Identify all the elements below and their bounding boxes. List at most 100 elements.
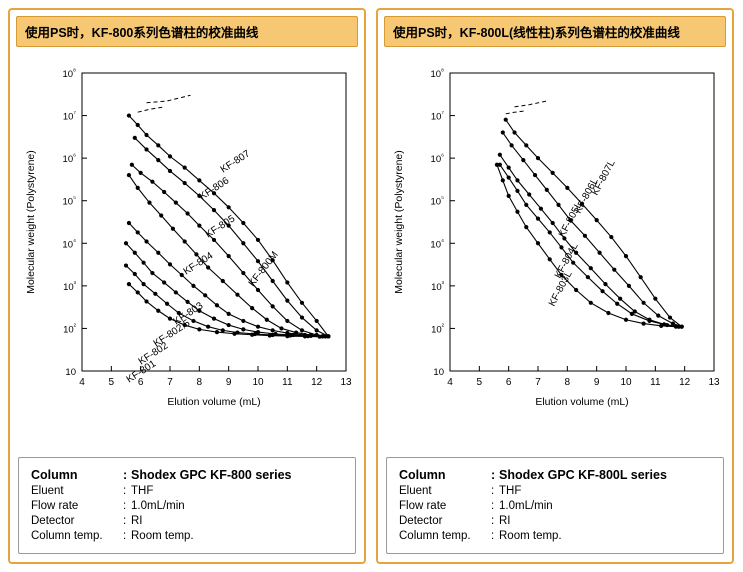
data-point	[524, 143, 529, 148]
info-value: RI	[499, 514, 511, 527]
data-point	[623, 317, 629, 322]
y-tick-label: 10³	[431, 281, 445, 293]
x-tick-label: 11	[650, 377, 661, 388]
data-point	[512, 130, 517, 135]
x-tick-label: 6	[506, 377, 512, 388]
data-point	[550, 220, 555, 226]
data-point	[509, 143, 514, 148]
data-point	[497, 162, 502, 167]
y-tick-label: 10⁴	[62, 238, 76, 250]
data-point	[667, 315, 673, 320]
info-row: Eluent: THF	[399, 483, 667, 498]
data-point	[656, 313, 661, 318]
data-point	[235, 292, 240, 297]
series-KF-805	[129, 162, 331, 339]
series-line	[505, 119, 683, 328]
data-point	[126, 281, 132, 287]
data-point	[135, 290, 140, 295]
chart-kf800l: 4 5 6 7 8 9 10 11 12 13 10 10² 10³ 10⁴ 10⁵ 10⁶ 10⁷ 10⁸ Elu…	[384, 53, 726, 433]
data-point	[250, 306, 255, 311]
data-point	[603, 281, 608, 287]
series-label-KF-803L: KF-803L	[547, 269, 575, 308]
data-point	[641, 300, 646, 305]
data-point	[144, 147, 149, 152]
data-point	[314, 328, 319, 333]
y-tick-label: 10⁵	[431, 196, 445, 208]
data-point	[285, 318, 290, 324]
data-point	[241, 241, 246, 246]
data-point	[138, 170, 143, 176]
data-point	[191, 283, 196, 288]
x-tick-label: 10	[620, 377, 632, 388]
x-tick-label: 7	[535, 377, 541, 388]
x-tick-label: 13	[708, 377, 720, 388]
info-key: Detector	[399, 514, 443, 527]
data-point	[226, 322, 231, 328]
data-point	[185, 299, 190, 304]
x-tick-label: 8	[197, 377, 203, 388]
data-point	[170, 226, 176, 231]
y-axis-label: Molecular weight (Polystyrene)	[25, 150, 37, 294]
data-point	[623, 254, 629, 259]
info-row: Column temp.: Room temp.	[399, 528, 667, 543]
data-point	[515, 209, 520, 214]
data-point	[659, 323, 664, 328]
data-point	[641, 321, 646, 326]
data-point	[135, 185, 140, 190]
info-box-kf800: Column: Shodex GPC KF-800 series Eluent: TH…	[18, 457, 356, 554]
data-point	[574, 287, 579, 293]
data-point	[270, 304, 275, 309]
data-point	[167, 262, 173, 267]
data-point	[285, 298, 290, 303]
data-point	[500, 178, 505, 183]
info-colon: :	[123, 514, 127, 527]
data-point	[135, 230, 140, 235]
data-point	[515, 188, 520, 194]
info-colon: :	[491, 467, 496, 482]
data-point	[547, 230, 552, 235]
data-point	[647, 318, 652, 324]
data-point	[167, 168, 173, 174]
y-tick-exponent: ⁵	[73, 196, 76, 203]
info-key: Column	[31, 467, 78, 482]
data-point	[255, 237, 261, 243]
data-point	[197, 223, 202, 228]
data-point	[220, 278, 225, 284]
data-point	[299, 300, 305, 305]
data-point	[317, 334, 322, 339]
data-point	[618, 296, 623, 301]
y-tick-label: 10²	[63, 323, 77, 335]
info-table-kf800: Column: Shodex GPC KF-800 series Eluent: TH…	[31, 466, 291, 543]
y-tick-label: 10⁵	[63, 196, 77, 208]
chart-svg-kf800l: 4 5 6 7 8 9 10 11 12 13 10 10² 10³ 10⁴ 10⁵ 10⁶ 10⁷ 10⁸ Elu…	[393, 68, 720, 408]
data-point	[535, 156, 541, 161]
data-point	[150, 270, 155, 276]
y-tick-exponent: ⁴	[73, 238, 76, 245]
series-label-KF-806: KF-806	[198, 175, 232, 202]
x-tick-label: 7	[167, 377, 173, 388]
y-tick-exponent: ⁸	[441, 68, 444, 75]
data-point	[126, 113, 132, 118]
info-row: Flow rate:1.0mL/min	[399, 498, 667, 513]
info-box-kf800l: Column: Shodex GPC KF-800L series Eluent: T…	[386, 457, 724, 554]
dashed-extension	[146, 94, 191, 104]
y-tick-exponent: ⁶	[441, 153, 444, 160]
data-point	[323, 334, 328, 339]
data-point	[653, 296, 658, 301]
data-point	[606, 310, 611, 316]
series-KF-807L	[503, 117, 684, 329]
info-row: Column: Shodex GPC KF-800L series	[399, 466, 667, 483]
data-point	[497, 152, 502, 157]
x-tick-label: 5	[477, 377, 483, 388]
chart-svg-kf800: 4 5 6 7 8 9 10 11 12 13 10 10² 10³ 10⁴ 10⁵ 10⁶ 10⁷ 10⁸ Elu…	[25, 68, 352, 408]
data-point	[524, 224, 529, 230]
data-point	[226, 205, 231, 210]
y-tick-exponent: ⁷	[73, 111, 76, 118]
data-point	[226, 254, 231, 259]
data-point	[632, 309, 637, 314]
data-point	[582, 233, 588, 238]
data-point	[535, 216, 541, 221]
info-value: Room temp.	[131, 529, 194, 542]
data-point	[556, 202, 561, 207]
y-tick-exponent: ²	[442, 323, 445, 330]
